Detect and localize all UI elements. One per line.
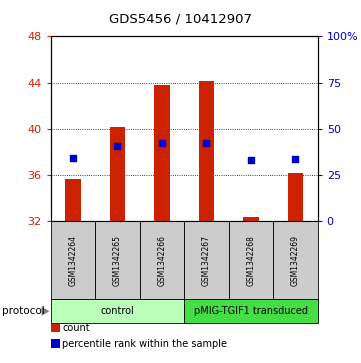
Bar [184, 299, 318, 323]
Bar [184, 221, 229, 299]
Bar [109, 127, 125, 221]
Bar [95, 221, 140, 299]
Point [70, 155, 76, 161]
Text: pMIG-TGIF1 transduced: pMIG-TGIF1 transduced [194, 306, 308, 316]
Text: percentile rank within the sample: percentile rank within the sample [62, 339, 227, 348]
Point [159, 140, 165, 146]
Bar [273, 221, 318, 299]
Bar [140, 221, 184, 299]
Text: GSM1342265: GSM1342265 [113, 235, 122, 286]
Text: GSM1342267: GSM1342267 [202, 235, 211, 286]
Bar [51, 221, 95, 299]
Text: GSM1342266: GSM1342266 [157, 235, 166, 286]
Bar [288, 173, 303, 221]
Point [292, 156, 298, 162]
Point [204, 140, 209, 146]
Point [248, 157, 254, 163]
Bar [243, 217, 259, 221]
Bar [229, 221, 273, 299]
Text: protocol: protocol [2, 306, 44, 316]
Text: GSM1342269: GSM1342269 [291, 235, 300, 286]
Bar [154, 85, 170, 221]
Point [114, 143, 120, 149]
Bar [65, 179, 81, 221]
Polygon shape [42, 307, 49, 316]
Text: GDS5456 / 10412907: GDS5456 / 10412907 [109, 13, 252, 26]
Text: count: count [62, 323, 90, 333]
Text: GSM1342264: GSM1342264 [68, 235, 77, 286]
Text: control: control [100, 306, 134, 316]
Text: GSM1342268: GSM1342268 [247, 235, 255, 286]
Bar [51, 299, 184, 323]
Bar [199, 81, 214, 221]
